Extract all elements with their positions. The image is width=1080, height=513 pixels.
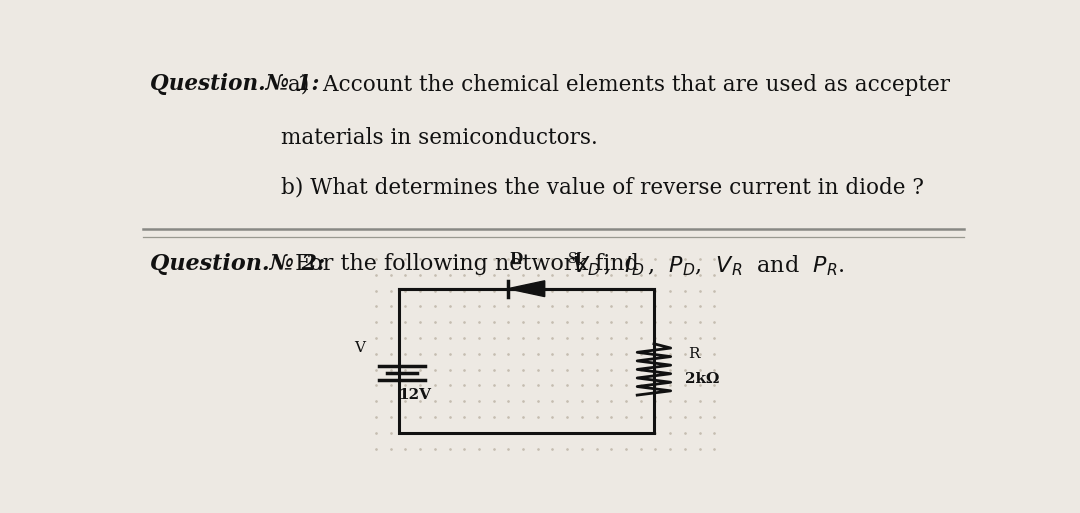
Text: D: D: [510, 252, 523, 266]
Text: $V_D\,$,  $I_D\,$,  $P_D$,  $V_R$  and  $P_R$.: $V_D\,$, $I_D\,$, $P_D$, $V_R$ and $P_R$…: [572, 253, 845, 278]
Text: materials in semiconductors.: materials in semiconductors.: [282, 127, 598, 149]
Text: b) What determines the value of reverse current in diode ?: b) What determines the value of reverse …: [282, 176, 924, 198]
Text: 12V: 12V: [399, 388, 431, 402]
Text: 2kΩ: 2kΩ: [686, 372, 719, 386]
Bar: [399, 289, 654, 433]
Text: SI: SI: [567, 252, 582, 266]
Text: a)  Account the chemical elements that are used as accepter: a) Account the chemical elements that ar…: [282, 73, 950, 95]
Text: Question.№ 1:: Question.№ 1:: [150, 73, 320, 95]
Text: V: V: [354, 341, 366, 354]
Text: R: R: [688, 347, 700, 361]
Polygon shape: [508, 281, 544, 297]
Text: For the following network find: For the following network find: [288, 253, 646, 275]
Text: Question.№ 2:: Question.№ 2:: [150, 253, 325, 275]
